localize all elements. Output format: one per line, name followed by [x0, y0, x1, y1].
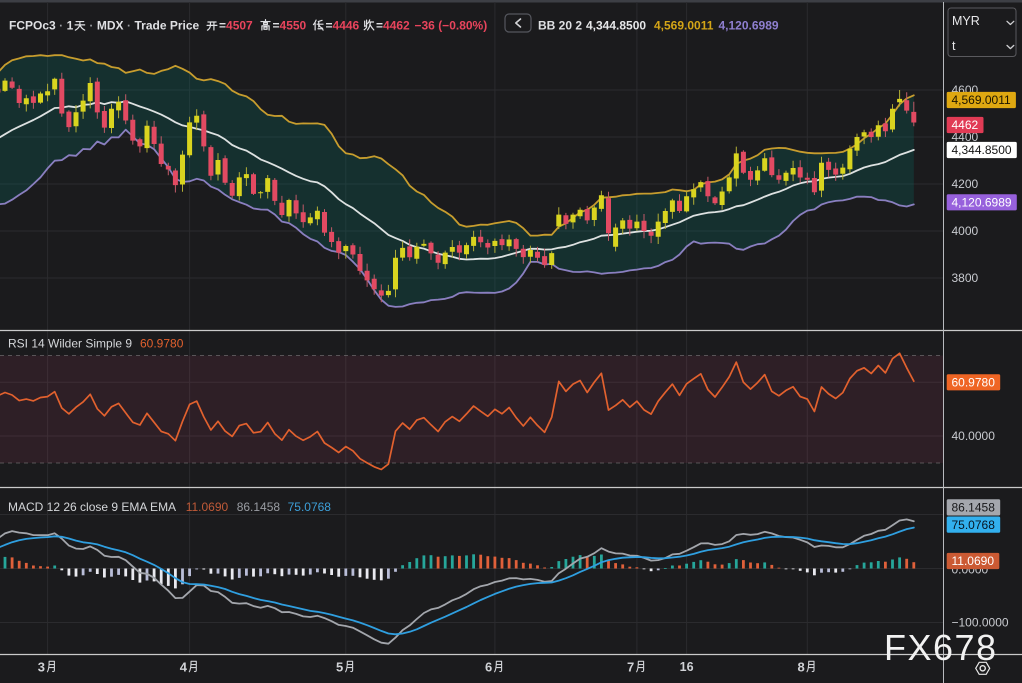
svg-text:4462: 4462	[952, 118, 979, 132]
svg-text:FX678: FX678	[884, 627, 998, 668]
svg-text:3800: 3800	[952, 271, 979, 285]
svg-text:3: 3	[38, 660, 45, 675]
svg-text:4200: 4200	[952, 177, 979, 191]
svg-text:86.1458: 86.1458	[237, 500, 281, 514]
svg-text:MYR: MYR	[952, 14, 980, 28]
svg-text:1: 1	[67, 19, 74, 33]
svg-text:4,120.6989: 4,120.6989	[719, 19, 779, 33]
svg-text:−100.0000: −100.0000	[952, 616, 1009, 630]
svg-text:4400: 4400	[952, 130, 979, 144]
svg-text:t: t	[952, 39, 956, 53]
svg-text:=4446: =4446	[326, 19, 360, 33]
svg-text:60.9780: 60.9780	[952, 376, 996, 390]
svg-text:MACD 12 26 close 9 EMA EMA: MACD 12 26 close 9 EMA EMA	[8, 500, 176, 514]
svg-text:4: 4	[180, 660, 188, 675]
svg-text:BB 20 2: BB 20 2	[538, 19, 582, 33]
svg-text:75.0768: 75.0768	[288, 500, 332, 514]
svg-text:11.0690: 11.0690	[186, 500, 229, 514]
svg-text:16: 16	[680, 660, 694, 674]
svg-text:MDX: MDX	[97, 19, 124, 33]
svg-text:4,569.0011: 4,569.0011	[654, 19, 714, 33]
svg-text:·: ·	[89, 19, 93, 33]
svg-text:−36 (−0.80%): −36 (−0.80%)	[415, 19, 488, 33]
svg-text:·: ·	[127, 19, 131, 33]
svg-text:4,344.8500: 4,344.8500	[586, 19, 646, 33]
svg-text:=4550: =4550	[273, 19, 307, 33]
svg-text:FCPOc3: FCPOc3	[9, 19, 56, 33]
svg-text:6: 6	[485, 660, 492, 675]
svg-text:11.0690: 11.0690	[952, 554, 995, 568]
svg-text:4,344.8500: 4,344.8500	[952, 143, 1012, 157]
svg-text:7: 7	[627, 660, 634, 675]
svg-text:=4462: =4462	[376, 19, 410, 33]
svg-text:4,569.0011: 4,569.0011	[952, 93, 1011, 107]
svg-text:40.0000: 40.0000	[952, 429, 996, 443]
svg-text:4000: 4000	[952, 224, 979, 238]
svg-text:Trade Price: Trade Price	[135, 19, 200, 33]
svg-text:=4507: =4507	[219, 19, 253, 33]
svg-text:·: ·	[59, 19, 63, 33]
svg-text:75.0768: 75.0768	[952, 518, 996, 532]
svg-text:60.9780: 60.9780	[140, 337, 184, 351]
svg-text:86.1458: 86.1458	[952, 501, 996, 515]
svg-text:8: 8	[797, 660, 804, 675]
svg-text:5: 5	[336, 660, 343, 675]
svg-text:4,120.6989: 4,120.6989	[952, 196, 1012, 210]
svg-text:RSI 14 Wilder Simple 9: RSI 14 Wilder Simple 9	[8, 337, 132, 351]
